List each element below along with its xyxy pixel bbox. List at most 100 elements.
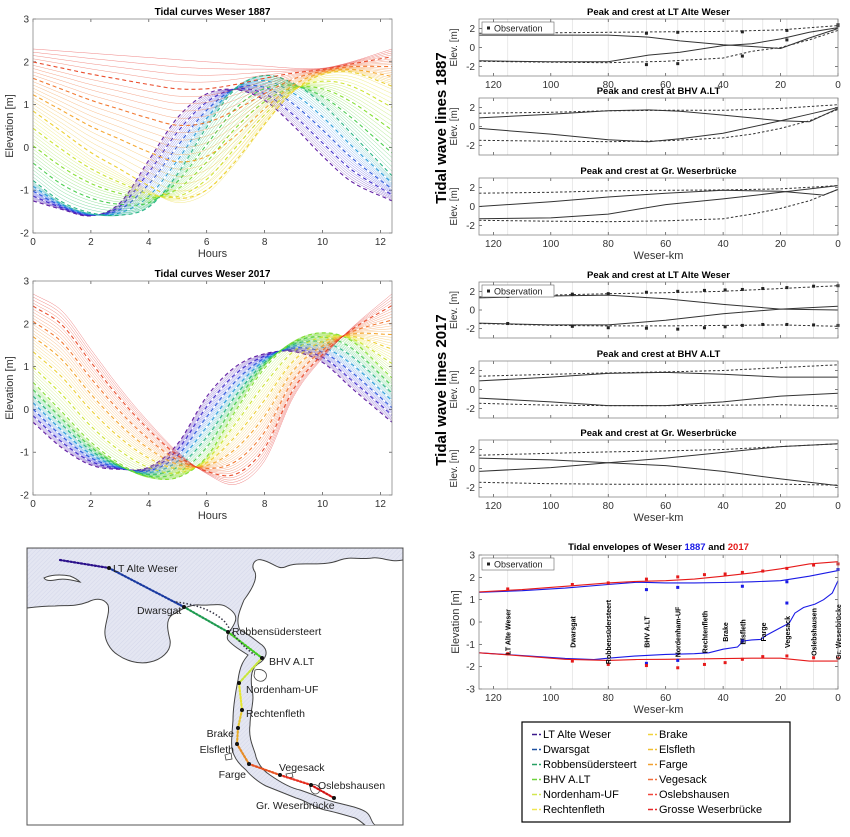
legend-item: Grosse Weserbrücke <box>648 804 762 816</box>
y-tick-label: 0 <box>469 618 475 629</box>
x-tick-label: 60 <box>660 501 672 512</box>
x-axis-label: Weser-km <box>634 704 684 716</box>
legend-label: Observation <box>494 24 543 34</box>
observation-legend: Observation <box>481 21 555 35</box>
tidal-curve <box>33 343 392 474</box>
x-tick-label: 12 <box>375 237 387 248</box>
y-tick-label: 0 <box>469 464 475 475</box>
axes-frame <box>478 97 839 156</box>
tidal-curve <box>33 65 392 127</box>
x-tick-label: 0 <box>835 80 841 91</box>
legend-label: Oslebshausen <box>659 789 729 801</box>
x-tick-label: 20 <box>775 80 787 91</box>
tidal-curve <box>33 316 392 470</box>
tidal-curve <box>33 83 392 208</box>
observation-marker <box>644 664 648 668</box>
tidal-curve <box>33 347 392 472</box>
chart-title: Peak and crest at LT Alte Weser <box>587 7 730 18</box>
tidal-curve <box>33 334 392 476</box>
tidal-curve <box>33 85 392 198</box>
observation-marker <box>812 323 816 327</box>
chart-title: Peak and crest at LT Alte Weser <box>587 270 730 281</box>
tidal-curve <box>33 75 392 217</box>
legend-label: BHV A.LT <box>543 774 591 786</box>
y-tick-label: -2 <box>466 324 475 335</box>
station-label: Vegesack <box>785 616 792 648</box>
x-tick-label: 100 <box>542 239 559 250</box>
wave-line <box>479 28 839 50</box>
tidal-curve <box>33 350 392 471</box>
row-label-2017: Tidal wave lines 2017 <box>433 314 450 465</box>
chart-title: Tidal envelopes of Weser 1887 and 2017 <box>568 542 749 553</box>
envelope-line <box>478 323 839 327</box>
station-label: Brake <box>723 622 730 642</box>
tidal-curve <box>33 335 392 470</box>
y-tick-label: -1 <box>20 186 29 197</box>
x-tick-label: 4 <box>146 499 152 510</box>
map-island <box>43 574 82 583</box>
tidal-curve <box>33 346 392 473</box>
x-tick-label: 20 <box>775 501 787 512</box>
axes-frame <box>32 280 393 496</box>
route-segment <box>309 783 336 800</box>
y-tick-label: -2 <box>466 141 475 152</box>
x-axis-label: Weser-km <box>634 250 684 262</box>
x-tick-label: 60 <box>660 80 672 91</box>
station-legend: LT Alte Weser Dwarsgat Robbensüdersteert BH… <box>521 721 791 823</box>
observation-marker <box>723 288 727 292</box>
envelope-line <box>478 285 839 298</box>
observation-marker <box>785 322 789 326</box>
y-tick-label: 3 <box>23 277 29 288</box>
chart-wave2017_bhv: -2 0 2 Peak and crest at BHV A.LT Elev. [m] <box>449 349 839 419</box>
tidal-curve <box>33 80 392 198</box>
observation-marker <box>702 288 706 292</box>
y-tick-label: 0 <box>469 385 475 396</box>
chart-title: Peak and crest at BHV A.LT <box>597 86 721 97</box>
y-axis-label: Elevation [m] <box>4 356 16 420</box>
tidal-curve <box>33 86 392 202</box>
axes-frame <box>478 281 839 339</box>
observation-marker-icon <box>487 562 490 566</box>
y-axis-label: Elev. [m] <box>449 449 460 487</box>
observation-marker <box>785 566 789 570</box>
y-tick-label: -2 <box>466 483 475 494</box>
y-tick-label: 1 <box>469 595 475 606</box>
wave-line <box>478 27 839 63</box>
axes-frame <box>32 18 393 234</box>
observation-legend: Observation <box>481 284 555 298</box>
tidal-curve <box>33 304 392 477</box>
tidal-curve <box>33 56 392 90</box>
station-label: Dwarsgat <box>570 616 577 648</box>
envelope-line <box>478 185 839 194</box>
map-station-label: Rechtenfleth <box>246 708 305 720</box>
tidal-curve <box>33 335 392 471</box>
chart-wave2017_ltalteweser: -2 0 2 Peak and crest at LT Alte Weser Elev.… <box>449 270 840 339</box>
x-tick-label: 80 <box>603 693 615 704</box>
wave-line <box>478 188 839 207</box>
observation-marker <box>506 587 510 591</box>
map-station-label: Vegesack <box>279 762 325 774</box>
x-tick-label: 8 <box>262 499 268 510</box>
x-tick-label: 80 <box>603 501 615 512</box>
map-panel: LT Alte Weser Dwarsgat Robbensüdersteert BH… <box>26 547 404 826</box>
tidal-curve <box>33 74 392 217</box>
station-marker <box>247 762 251 766</box>
axes-frame <box>478 177 839 236</box>
envelope-line <box>478 481 839 486</box>
observation-marker <box>740 287 744 291</box>
station-marker <box>236 726 240 730</box>
observation-marker <box>723 572 727 576</box>
observation-marker <box>644 588 648 592</box>
station-label: Robbensüdersteert <box>606 599 613 664</box>
tidal-curve <box>33 350 392 471</box>
y-tick-label: -2 <box>20 229 29 240</box>
legend-item: Dwarsgat <box>532 744 589 756</box>
tidal-curve <box>33 346 392 473</box>
y-tick-label: 2 <box>469 183 475 194</box>
x-tick-label: 0 <box>835 693 841 704</box>
tidal-curve <box>33 325 392 468</box>
observation-marker <box>644 326 648 330</box>
tidal-curve <box>33 79 392 199</box>
chart-title: Peak and crest at Gr. Weserbrücke <box>580 166 736 177</box>
